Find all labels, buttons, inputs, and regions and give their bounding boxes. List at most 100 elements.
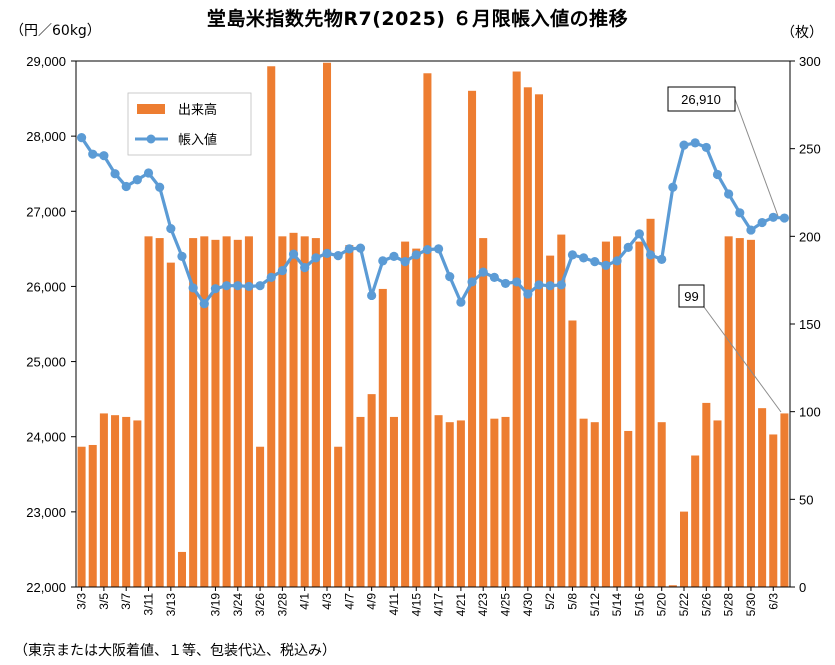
- settlement-point: [712, 169, 723, 180]
- volume-bar: [77, 446, 86, 587]
- x-tick-label: 4/30: [521, 593, 535, 617]
- chart-title: 堂島米指数先物R7(2025) ６月限帳入値の推移: [206, 8, 629, 30]
- right-tick-label: 300: [799, 54, 821, 69]
- right-tick-label: 150: [799, 317, 821, 332]
- settlement-point: [411, 250, 421, 260]
- volume-bar: [579, 418, 588, 587]
- settlement-point: [768, 212, 778, 222]
- volume-bar: [758, 408, 767, 587]
- volume-bar: [635, 241, 644, 588]
- callout-box-volume: [678, 284, 705, 308]
- left-tick-label: 27,000: [26, 204, 66, 219]
- settlement-point: [333, 251, 343, 261]
- volume-bar: [613, 236, 622, 588]
- volume-bar: [111, 415, 120, 587]
- callout-text-price: 26,910: [681, 92, 721, 107]
- settlement-point: [121, 181, 131, 192]
- settlement-point: [645, 250, 656, 260]
- legend-label-settlement: 帳入値: [178, 132, 217, 148]
- settlement-point: [567, 250, 578, 260]
- callout-box-price: [667, 86, 736, 112]
- settlement-point: [500, 278, 511, 289]
- right-axis-ticks: 0 50 100 150 200 250 300: [790, 54, 821, 595]
- x-tick-label: 4/23: [476, 593, 490, 617]
- x-tick-label: 5/28: [722, 593, 736, 617]
- x-tick-label: 5/16: [632, 593, 646, 617]
- x-axis-ticks: 3/3 3/5 3/7 3/11 3/13 3/19 3/24 3/26 3/28 4/1 4/3 4…: [75, 587, 780, 617]
- settlement-line: [76, 133, 790, 309]
- settlement-point: [244, 281, 254, 292]
- volume-bar: [702, 402, 711, 587]
- x-tick-label: 4/7: [342, 593, 356, 610]
- footnote: （東京または大阪着値、１等、包装代込、税込み）: [14, 643, 336, 659]
- settlement-point: [155, 182, 165, 192]
- settlement-point: [779, 213, 790, 223]
- volume-bar: [244, 236, 253, 588]
- volume-bar: [456, 420, 465, 587]
- left-axis-ticks: 22,000 23,000 24,000 25,000 26,000 27,000 28,0…: [26, 54, 76, 595]
- volume-bar: [356, 416, 365, 587]
- volume-bar: [99, 413, 108, 587]
- settlement-point: [344, 244, 354, 254]
- settlement-point: [322, 248, 332, 258]
- settlement-point: [612, 256, 622, 266]
- volume-bar: [122, 416, 131, 587]
- volume-bar: [434, 415, 443, 587]
- settlement-point: [400, 257, 410, 267]
- volume-bar: [534, 94, 544, 588]
- settlement-point: [489, 272, 499, 283]
- callout-leader-price: [734, 98, 779, 217]
- x-tick-label: 3/7: [119, 593, 133, 610]
- x-tick-label: 5/12: [588, 593, 602, 617]
- left-tick-label: 23,000: [26, 505, 66, 520]
- volume-bar: [389, 416, 398, 587]
- volume-bar: [278, 236, 287, 588]
- volume-bar: [423, 73, 432, 588]
- left-axis-unit: （円／60kg）: [10, 23, 101, 39]
- settlement-point: [757, 217, 767, 228]
- settlement-point: [99, 151, 109, 161]
- x-tick-label: 3/5: [97, 593, 111, 610]
- settlement-point: [690, 138, 700, 148]
- legend-box: [127, 92, 252, 156]
- volume-bars: [77, 62, 789, 588]
- right-tick-label: 0: [799, 580, 806, 595]
- legend-line-marker: [146, 134, 156, 144]
- callouts: 26,910 99: [667, 86, 782, 413]
- settlement-point: [701, 142, 711, 153]
- settlement-point: [288, 249, 299, 259]
- settlement-point: [579, 253, 589, 263]
- settlement-point: [355, 243, 366, 253]
- settlement-point: [679, 140, 689, 150]
- settlement-point: [277, 266, 287, 276]
- settlement-point: [478, 267, 488, 277]
- left-tick-label: 29,000: [26, 54, 66, 69]
- left-tick-label: 28,000: [26, 129, 66, 144]
- legend: 出来高 帳入値: [127, 92, 252, 156]
- volume-bar: [445, 422, 454, 587]
- volume-bar: [724, 236, 733, 588]
- callout-text-volume: 99: [684, 289, 698, 304]
- right-tick-label: 50: [799, 492, 813, 507]
- volume-bar: [590, 422, 599, 587]
- volume-bar: [691, 455, 700, 587]
- x-tick-label: 4/15: [409, 593, 423, 617]
- volume-bar: [322, 62, 332, 587]
- x-tick-label: 5/26: [699, 593, 713, 617]
- volume-bar: [267, 66, 276, 587]
- x-tick-label: 4/3: [320, 593, 334, 610]
- volume-bar: [177, 551, 187, 587]
- x-tick-label: 4/17: [432, 593, 446, 617]
- settlement-point: [300, 263, 310, 273]
- settlement-point: [389, 251, 399, 261]
- volume-bar: [657, 422, 666, 587]
- settlement-point: [210, 284, 221, 294]
- settlement-point: [166, 223, 176, 234]
- x-tick-label: 5/30: [744, 593, 758, 617]
- settlement-point: [545, 281, 555, 291]
- x-tick-label: 3/28: [275, 593, 289, 617]
- volume-bar: [144, 236, 153, 588]
- x-tick-label: 3/13: [164, 593, 178, 617]
- settlement-point: [735, 208, 745, 218]
- x-tick-label: 5/22: [677, 593, 691, 617]
